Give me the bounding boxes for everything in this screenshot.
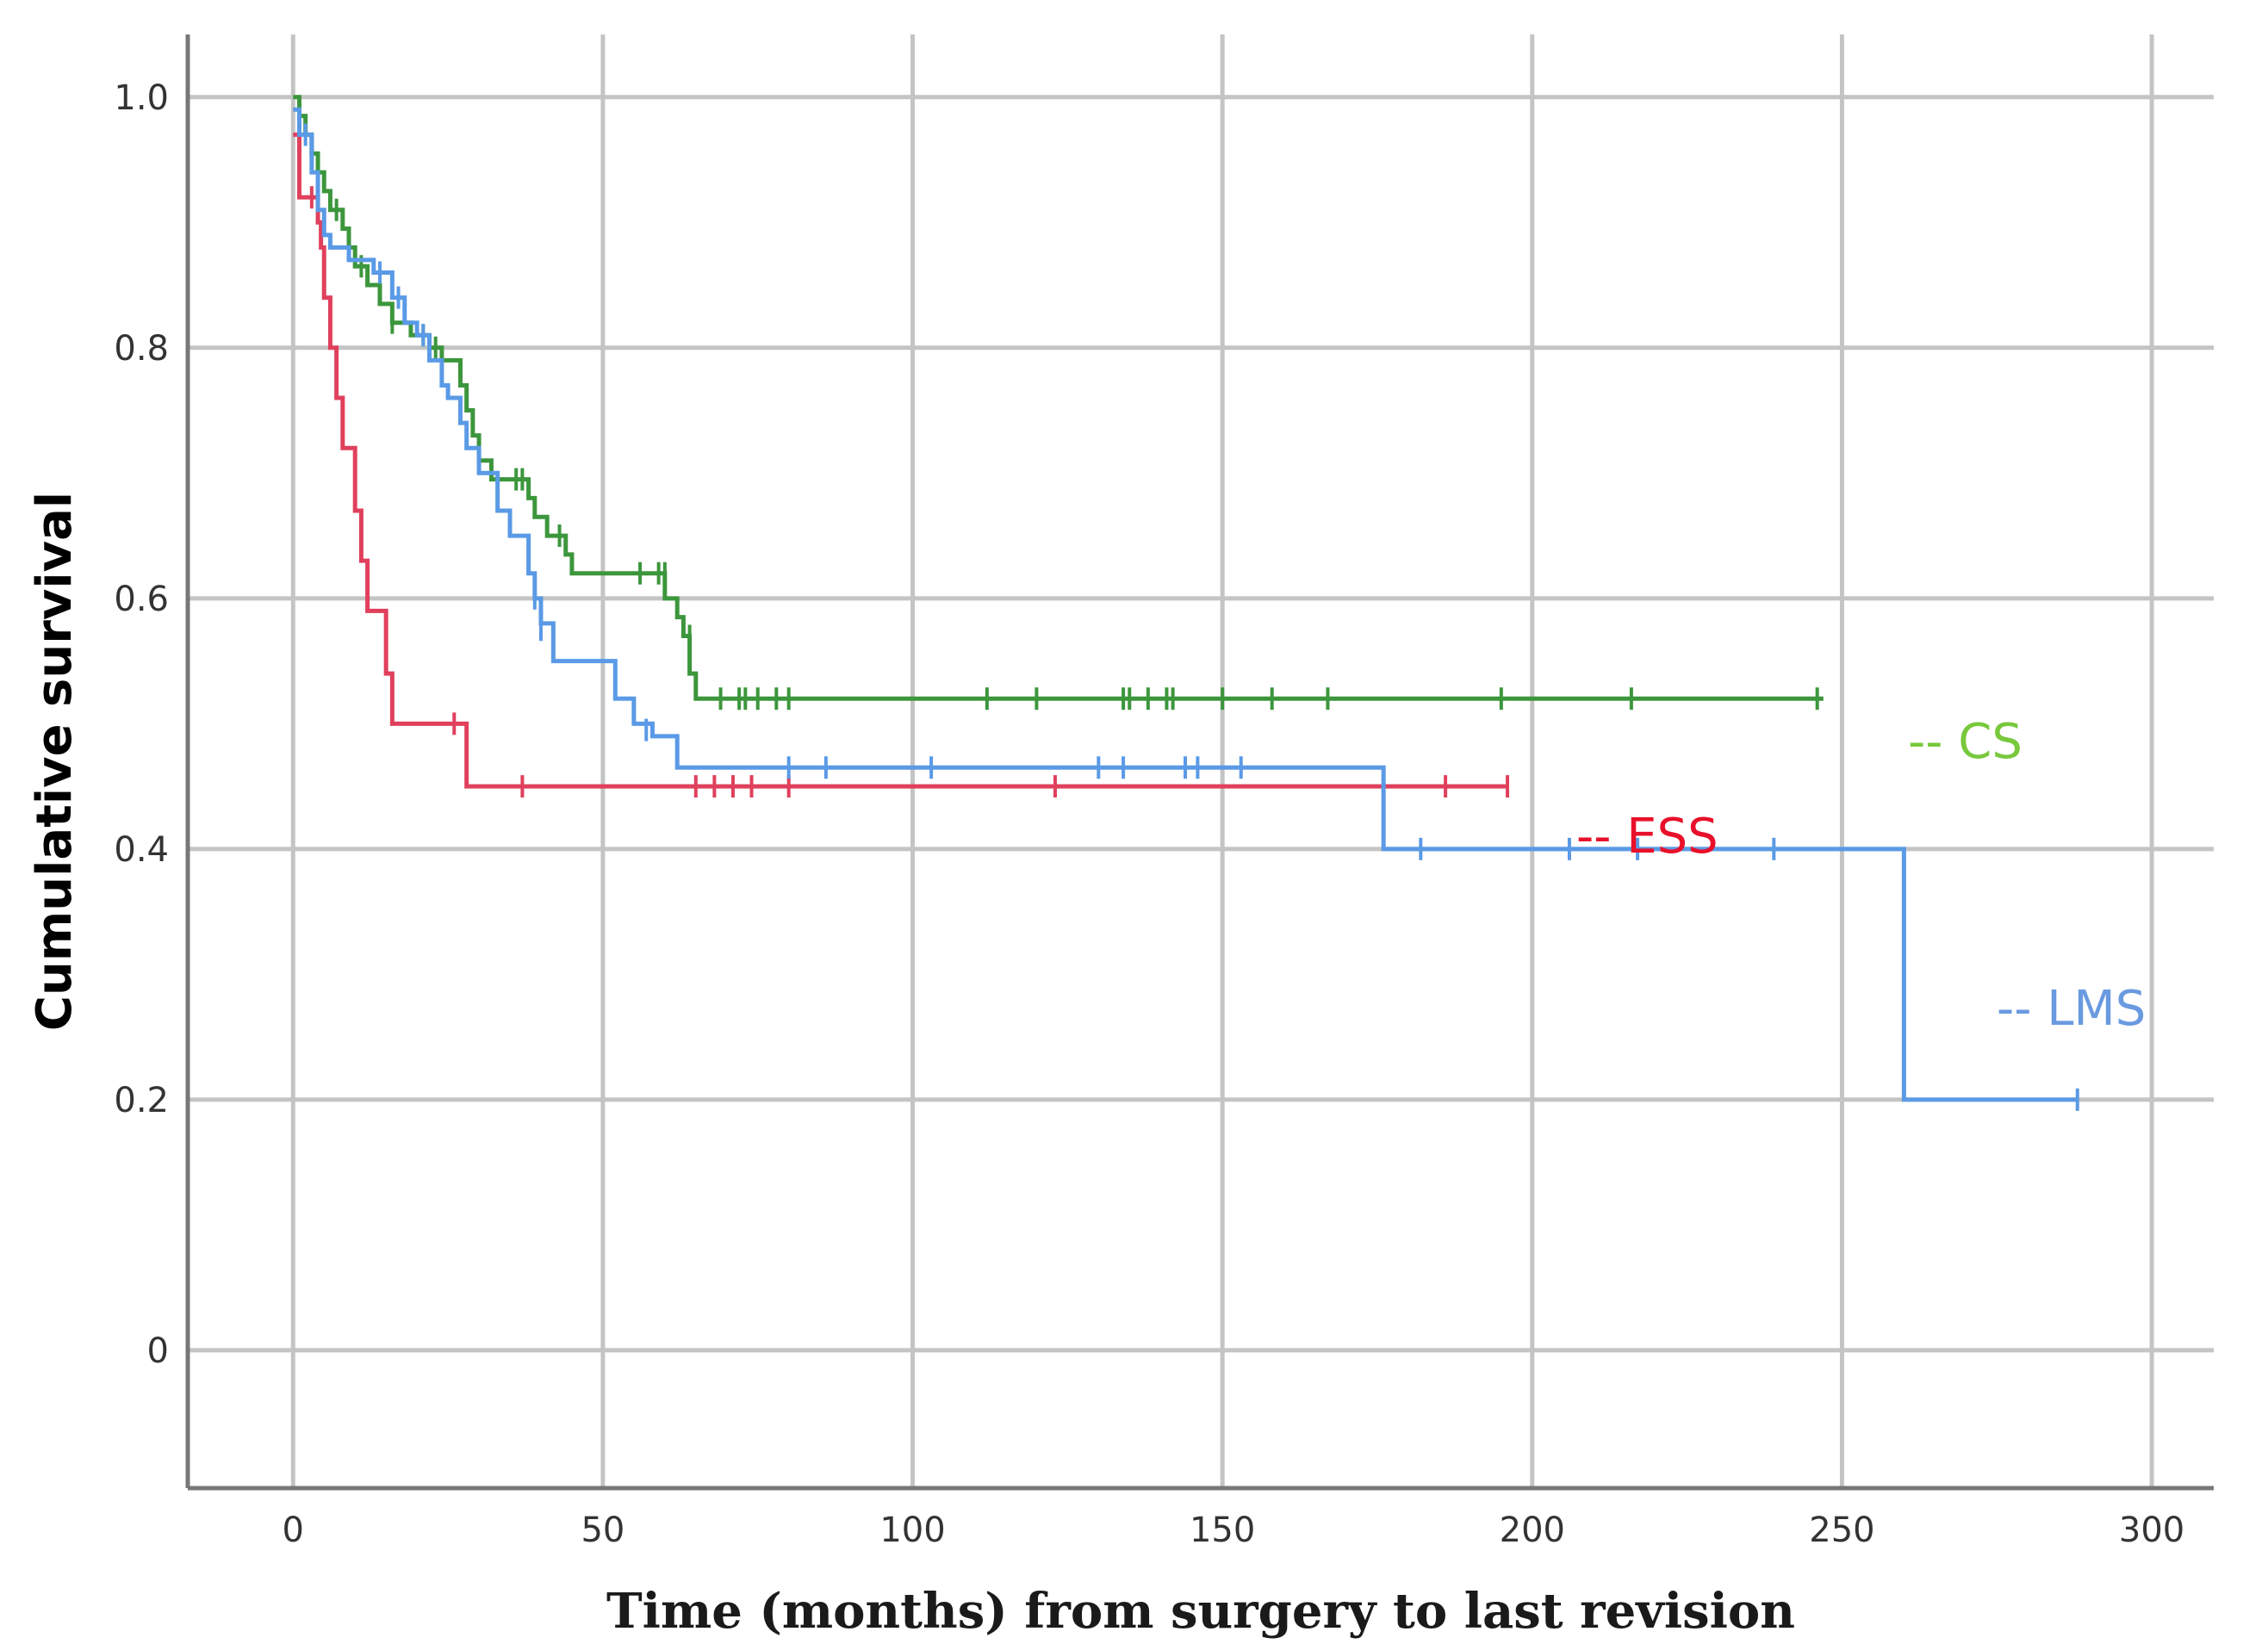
- x-tick-label: 300: [2119, 1511, 2184, 1550]
- series-lms: [293, 107, 2079, 1111]
- y-tick-label: 0.2: [114, 1081, 169, 1120]
- y-tick-label: 0.6: [114, 580, 169, 619]
- legend-label-lms: -- LMS: [1997, 981, 2146, 1037]
- y-tick-label: 0.4: [114, 830, 169, 870]
- axes: [185, 34, 2214, 1491]
- x-axis-title: Time (months) from surgery to last revis…: [606, 1583, 1795, 1640]
- tick-labels: 0 50 100 150 200 250 300 0 0.2 0.4 0.6 0.8 1.0: [114, 78, 2184, 1550]
- x-tick-label: 150: [1190, 1511, 1255, 1550]
- legend: -- CS -- ESS -- LMS: [1576, 714, 2146, 1037]
- x-tick-label: 200: [1500, 1511, 1565, 1550]
- series-line-ess: [293, 132, 1508, 789]
- x-tick-label: 0: [283, 1511, 304, 1550]
- series-line-lms: [293, 107, 2078, 1102]
- y-tick-label: 1.0: [114, 78, 169, 118]
- y-tick-label: 0: [147, 1331, 169, 1371]
- legend-label-ess: -- ESS: [1576, 809, 1718, 865]
- y-tick-label: 0.8: [114, 329, 169, 369]
- series-cs: [293, 95, 1824, 710]
- x-tick-label: 250: [1809, 1511, 1874, 1550]
- x-tick-label: 50: [581, 1511, 624, 1550]
- x-tick-label: 100: [879, 1511, 945, 1550]
- legend-label-cs: -- CS: [1908, 714, 2023, 770]
- series-lines: [293, 95, 2079, 1111]
- series-line-cs: [293, 95, 1824, 701]
- y-axis-title: Cumulative survival: [27, 492, 83, 1031]
